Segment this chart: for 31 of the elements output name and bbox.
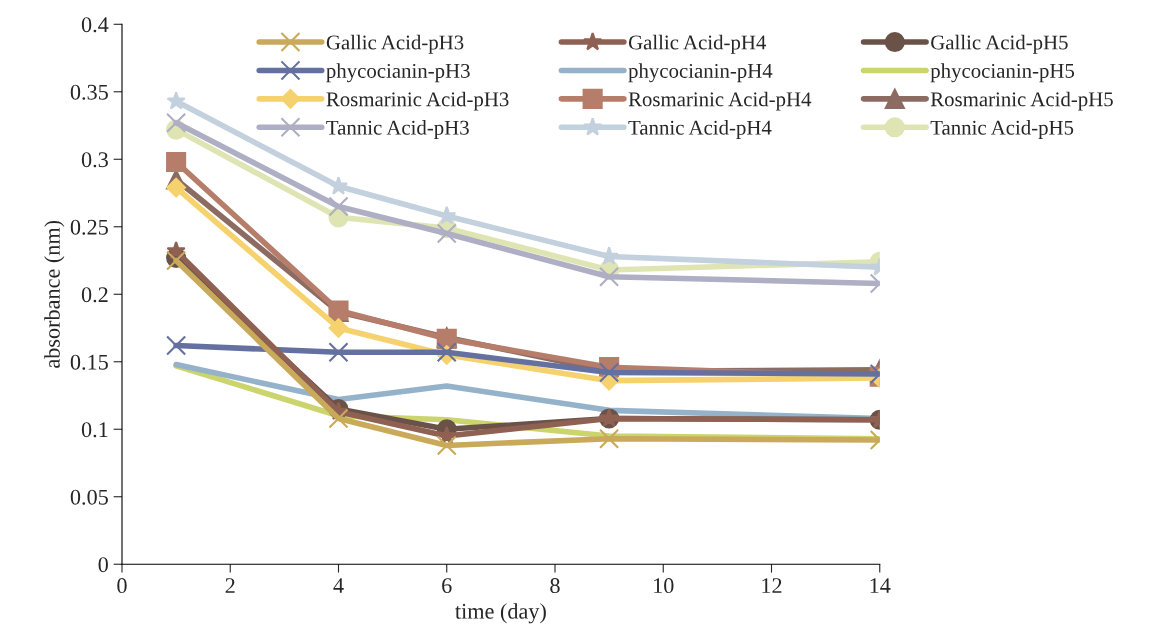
x-tick-label: 6 bbox=[442, 578, 452, 594]
legend-label: Rosmarinic Acid-pH5 bbox=[930, 91, 1113, 111]
legend-label: Tannic Acid-pH5 bbox=[930, 120, 1074, 139]
x-tick-label: 0 bbox=[117, 578, 127, 594]
y-tick-label: 0.15 bbox=[70, 354, 108, 370]
x-tick-label: 8 bbox=[550, 578, 560, 594]
x-tick-label: 12 bbox=[762, 578, 782, 593]
legend-label: Tannic Acid-pH4 bbox=[628, 120, 772, 139]
x-axis-title: time (day) bbox=[455, 603, 546, 624]
legend-label: Gallic Acid-pH5 bbox=[931, 34, 1068, 54]
legend-label: phycocianin-pH4 bbox=[628, 63, 773, 83]
y-axis-title: absorbance (nm) bbox=[44, 220, 65, 368]
legend-label: phycocianin-pH3 bbox=[326, 63, 470, 83]
legend-label: Rosmarinic Acid-pH3 bbox=[326, 91, 509, 111]
y-tick-label: 0.4 bbox=[81, 17, 109, 33]
legend-label: Gallic Acid-pH3 bbox=[326, 34, 464, 54]
y-tick-label: 0.25 bbox=[70, 219, 108, 235]
x-tick-label: 10 bbox=[654, 578, 674, 594]
y-tick-label: 0.05 bbox=[70, 489, 108, 505]
y-tick-label: 0.2 bbox=[81, 287, 108, 303]
legend-label: Gallic Acid-pH4 bbox=[628, 34, 767, 54]
y-tick-label: 0 bbox=[98, 557, 108, 573]
x-tick-label: 4 bbox=[333, 578, 344, 593]
x-tick-label: 14 bbox=[870, 578, 891, 593]
legend-label: phycocianin-pH5 bbox=[930, 63, 1075, 83]
legend-label: Rosmarinic Acid-pH4 bbox=[628, 91, 812, 111]
legend-label: Tannic Acid-pH3 bbox=[326, 120, 469, 139]
y-tick-label: 0.3 bbox=[81, 152, 108, 168]
y-tick-label: 0.1 bbox=[81, 422, 108, 438]
y-tick-label: 0.35 bbox=[70, 84, 108, 100]
x-tick-label: 2 bbox=[225, 578, 235, 593]
